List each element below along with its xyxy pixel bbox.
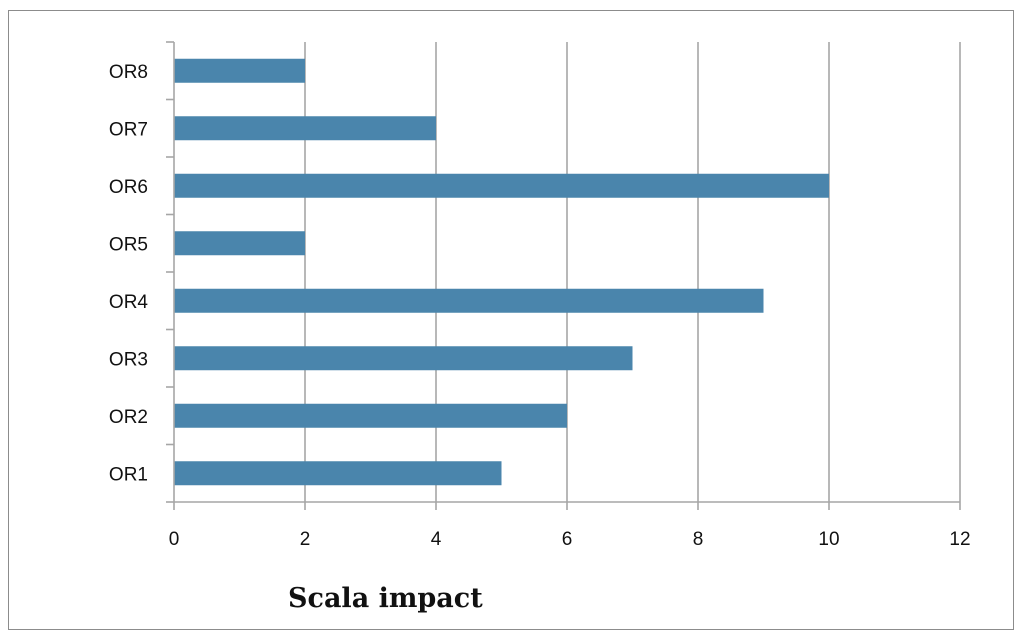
bar-or5 xyxy=(174,231,305,256)
x-axis-title: Scala impact xyxy=(288,583,483,614)
x-tick-label-8: 8 xyxy=(693,529,704,550)
x-tick-label-6: 6 xyxy=(562,529,573,550)
chart-frame xyxy=(8,10,1014,630)
y-tick-label-or3: OR3 xyxy=(109,349,148,370)
y-tick-label-or1: OR1 xyxy=(109,464,148,485)
y-tick-label-or8: OR8 xyxy=(109,62,148,83)
tick-labels: OR1 OR2 OR3 OR4 OR5 OR6 OR7 OR8 0 2 4 6 8 10 12 xyxy=(109,62,971,550)
x-tick-label-12: 12 xyxy=(949,529,970,550)
x-tick-label-0: 0 xyxy=(169,529,180,550)
bar-or3 xyxy=(174,346,633,371)
x-tick-label-10: 10 xyxy=(818,529,839,550)
bar-or4 xyxy=(174,288,764,313)
y-tick-label-or2: OR2 xyxy=(109,407,148,428)
bar-or6 xyxy=(174,173,829,198)
y-tick-label-or6: OR6 xyxy=(109,177,148,198)
bar-or1 xyxy=(174,461,502,486)
bar-or7 xyxy=(174,116,436,141)
bars xyxy=(174,58,829,486)
y-tick-label-or7: OR7 xyxy=(109,119,148,140)
axes xyxy=(166,41,961,510)
bar-or2 xyxy=(174,403,567,428)
bar-or8 xyxy=(174,58,305,83)
y-tick-label-or5: OR5 xyxy=(109,234,148,255)
x-tick-label-2: 2 xyxy=(300,529,311,550)
y-tick-label-or4: OR4 xyxy=(109,292,149,313)
x-tick-label-4: 4 xyxy=(431,529,442,550)
gridlines xyxy=(304,42,961,502)
